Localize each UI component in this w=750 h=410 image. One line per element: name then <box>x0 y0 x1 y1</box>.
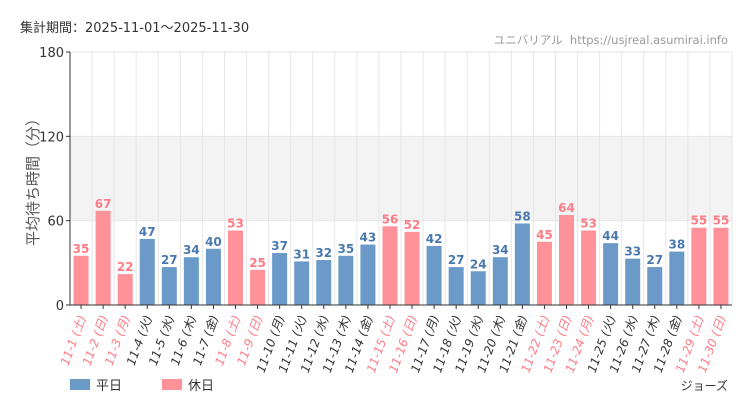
bar <box>404 231 420 305</box>
bar <box>559 215 574 305</box>
data-label: 64 <box>558 201 575 215</box>
data-label: 47 <box>139 225 156 239</box>
period-label: 集計期間：2025-11-01～2025-11-30 <box>20 21 250 36</box>
legend-swatch <box>70 379 90 390</box>
data-label: 24 <box>470 257 487 271</box>
data-label: 44 <box>602 229 619 243</box>
bar <box>536 241 552 305</box>
bar <box>205 248 221 305</box>
data-label: 55 <box>691 214 708 228</box>
bar <box>625 258 641 305</box>
bar <box>581 230 597 305</box>
bar <box>183 257 199 305</box>
bar <box>139 238 155 305</box>
bar <box>250 269 266 305</box>
data-label: 33 <box>624 245 641 259</box>
bar <box>603 243 619 305</box>
bar <box>338 255 354 305</box>
bar <box>316 260 332 305</box>
data-label: 27 <box>448 253 465 267</box>
bar <box>117 274 133 305</box>
bar <box>647 267 663 305</box>
data-label: 56 <box>382 212 399 226</box>
data-label: 40 <box>205 235 222 249</box>
y-axis-label: 平均待ち時間（分） <box>24 111 42 246</box>
bar <box>669 251 685 305</box>
bar <box>161 267 177 305</box>
data-label: 42 <box>426 232 443 246</box>
y-tick-label: 0 <box>56 299 64 314</box>
data-label: 58 <box>514 209 531 223</box>
bar <box>470 271 486 305</box>
bar <box>228 230 243 305</box>
data-label: 55 <box>713 214 730 228</box>
legend-label: 休日 <box>188 379 214 394</box>
data-label: 35 <box>337 242 354 256</box>
data-label: 22 <box>117 260 134 274</box>
bar <box>73 255 89 305</box>
bar <box>448 267 464 305</box>
data-label: 52 <box>404 218 421 232</box>
data-label: 35 <box>73 242 90 256</box>
data-label: 32 <box>315 246 332 260</box>
data-label: 37 <box>271 239 288 253</box>
y-tick-label: 180 <box>39 46 64 61</box>
y-tick-label: 60 <box>47 215 64 230</box>
credit: ユニバリアル https://usjreal.asumirai.info <box>493 33 728 47</box>
bar <box>691 227 707 305</box>
data-label: 27 <box>161 253 178 267</box>
bar <box>360 244 376 305</box>
bar <box>426 245 442 305</box>
bar <box>95 210 111 305</box>
data-label: 43 <box>360 231 377 245</box>
legend-swatch <box>162 379 182 390</box>
data-label: 53 <box>580 217 597 231</box>
data-label: 31 <box>293 247 310 261</box>
data-label: 25 <box>249 256 266 270</box>
bar <box>492 257 508 305</box>
bar <box>294 261 310 305</box>
data-label: 34 <box>492 243 509 257</box>
bar <box>382 226 398 305</box>
y-tick-label: 120 <box>39 130 64 145</box>
bar <box>514 223 530 305</box>
data-label: 67 <box>95 197 112 211</box>
attraction-name: ジョーズ <box>680 379 728 393</box>
data-label: 53 <box>227 217 244 231</box>
data-label: 34 <box>183 243 200 257</box>
legend-label: 平日 <box>96 379 122 394</box>
bar <box>713 227 729 305</box>
data-label: 27 <box>646 253 663 267</box>
data-label: 45 <box>536 228 553 242</box>
bar <box>272 252 288 305</box>
data-label: 38 <box>668 238 685 252</box>
